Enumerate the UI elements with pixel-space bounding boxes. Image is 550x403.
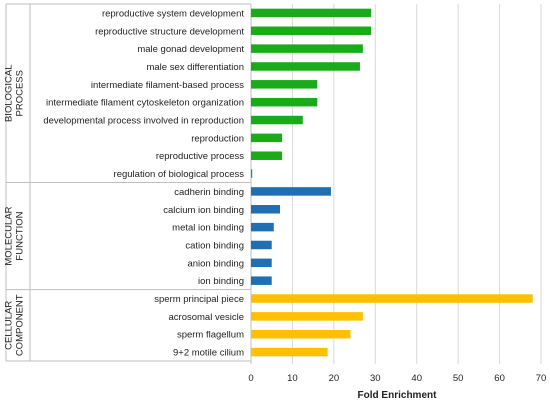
category-label: intermediate filament cytoskeleton organ… — [46, 98, 244, 109]
x-tick-label: 70 — [536, 373, 547, 384]
bar — [251, 44, 363, 53]
group-label-line: BIOLOGICAL — [4, 64, 15, 122]
group-label: MOLECULARFUNCTION — [4, 206, 26, 265]
group-dividers — [5, 3, 252, 364]
category-labels: reproductive system development reproduct… — [43, 8, 244, 358]
category-label: 9+2 motile cilium — [173, 348, 244, 359]
category-label: reproduction — [191, 133, 244, 144]
bar — [251, 258, 272, 268]
bar — [251, 133, 283, 143]
category-label: male gonad development — [137, 44, 244, 55]
group-labels: BIOLOGICALPROCESS MOLECULARFUNCTION CELLUL… — [4, 64, 26, 356]
group-label-line: FUNCTION — [15, 211, 26, 260]
x-tick-label: 10 — [287, 373, 298, 384]
category-label: developmental process involved in reprod… — [43, 116, 244, 127]
group-label: BIOLOGICALPROCESS — [4, 64, 26, 122]
category-label: reproductive process — [156, 151, 244, 162]
category-label: reproductive structure development — [95, 26, 244, 37]
x-tick-label: 40 — [411, 373, 422, 384]
category-label: cadherin binding — [174, 187, 244, 198]
category-label: intermediate filament-based process — [91, 80, 244, 91]
category-label: sperm flagellum — [177, 330, 244, 341]
category-label: ion binding — [198, 276, 244, 287]
category-label: anion binding — [187, 258, 244, 269]
bar — [251, 151, 283, 160]
bar — [251, 80, 318, 89]
category-label: calcium ion binding — [163, 205, 244, 216]
bar — [251, 97, 318, 107]
x-tick-label: 60 — [494, 373, 505, 384]
bar — [251, 8, 372, 18]
category-label: reproductive system development — [102, 8, 244, 19]
bar — [251, 169, 253, 178]
bar — [251, 329, 351, 339]
bar — [251, 240, 272, 250]
group-label: CELLULARCOMPONENT — [4, 294, 26, 356]
bar — [251, 222, 274, 232]
gridlines — [291, 4, 542, 364]
bar — [251, 205, 280, 214]
bar — [251, 294, 533, 303]
group-label-line: COMPONENT — [15, 294, 26, 356]
bar — [251, 115, 303, 125]
bar — [251, 312, 363, 321]
bar — [251, 347, 328, 357]
x-axis-title: Fold Enrichment — [358, 390, 438, 401]
bars — [251, 8, 533, 357]
bar — [251, 62, 360, 71]
x-tick-label: 50 — [453, 373, 464, 384]
bar — [251, 187, 331, 196]
category-label: cation binding — [185, 240, 244, 251]
bar — [251, 276, 272, 285]
group-label-line: CELLULAR — [4, 301, 15, 350]
x-tick-label: 20 — [329, 373, 340, 384]
category-label: metal ion binding — [172, 223, 244, 234]
category-label: male sex differentiation — [146, 62, 244, 73]
group-label-line: PROCESS — [15, 70, 26, 116]
category-label: acrosomal vesicle — [169, 312, 245, 323]
bar — [251, 26, 372, 36]
x-axis-ticks: 0 10 20 30 40 50 60 70 — [248, 373, 546, 384]
x-tick-label: 0 — [248, 373, 253, 384]
group-label-line: MOLECULAR — [4, 206, 15, 265]
category-label: regulation of biological process — [114, 169, 245, 180]
category-label: sperm principal piece — [154, 294, 244, 305]
x-tick-label: 30 — [370, 373, 381, 384]
